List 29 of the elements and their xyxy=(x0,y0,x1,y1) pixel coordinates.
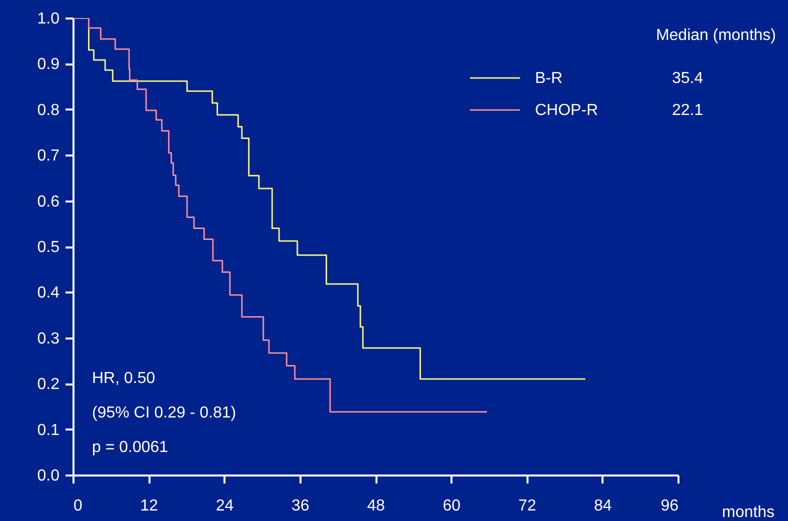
x-tick-label: 48 xyxy=(367,498,385,514)
x-tick-label: 36 xyxy=(291,498,310,514)
y-tick-label: 0.9 xyxy=(37,56,60,74)
x-tick-label: 0 xyxy=(74,498,82,514)
y-tick-label: 0.1 xyxy=(37,422,60,439)
legend-label: CHOP-R xyxy=(535,102,598,119)
y-tick-label: 0.2 xyxy=(37,376,60,394)
annotation: HR, 0.50 xyxy=(92,370,156,387)
y-tick-label: 0.5 xyxy=(37,239,60,256)
x-tick-label: 12 xyxy=(140,498,158,514)
legend-title: Median (months) xyxy=(656,27,776,44)
annotation: 35.4 xyxy=(672,70,704,87)
x-tick-label: 60 xyxy=(442,498,461,514)
y-tick-label: 0.6 xyxy=(37,193,60,210)
annotation: (95% CI 0.29 - 0.81) xyxy=(92,404,236,422)
y-tick-label: 1.0 xyxy=(37,10,60,28)
legend-label: B-R xyxy=(535,70,563,87)
annotation: 22.1 xyxy=(672,102,704,119)
annotation: p = 0.0061 xyxy=(92,439,168,456)
x-tick-label: 24 xyxy=(216,498,234,514)
y-tick-label: 0.8 xyxy=(37,102,60,119)
y-tick-label: 0.4 xyxy=(37,284,60,302)
y-tick-label: 0.0 xyxy=(37,468,60,484)
x-tick-label: 72 xyxy=(518,498,536,514)
x-tick-label: 96 xyxy=(660,498,679,514)
y-tick-label: 0.7 xyxy=(37,148,60,165)
y-tick-label: 0.3 xyxy=(37,330,60,348)
x-tick-label: 84 xyxy=(594,498,612,514)
x-axis-title: months xyxy=(722,504,774,521)
